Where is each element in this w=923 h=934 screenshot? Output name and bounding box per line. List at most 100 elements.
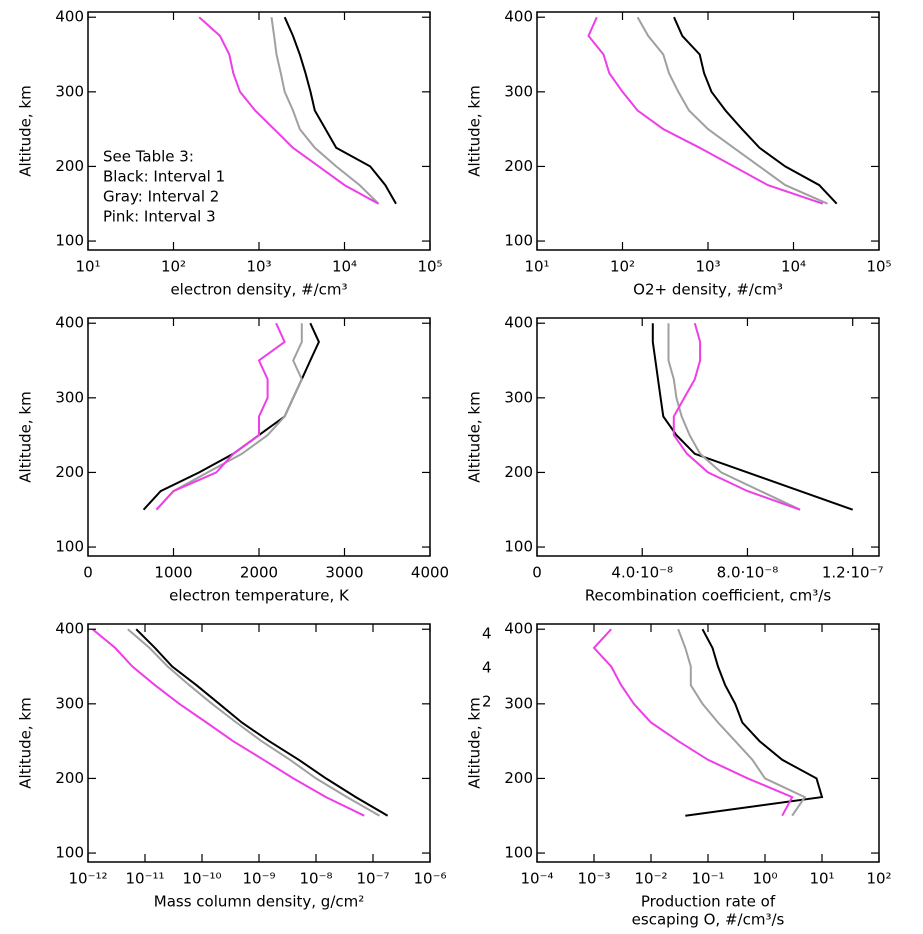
annotation: 4	[482, 659, 492, 677]
y-axis-label: Altitude, km	[17, 85, 35, 176]
profile-line	[636, 16, 828, 205]
x-axis-label: electron temperature, K	[169, 587, 350, 605]
profile-line	[142, 322, 321, 511]
y-axis-label: Altitude, km	[466, 85, 484, 176]
legend-entry: Black: Interval 1	[103, 168, 225, 186]
x-tick-label: 10⁻⁶	[413, 870, 446, 888]
profile-line	[91, 628, 365, 817]
y-tick-label: 200	[55, 769, 84, 787]
x-tick-label: 10⁻¹⁰	[182, 870, 221, 888]
annotation: 2	[482, 693, 492, 711]
y-tick-label: 200	[55, 463, 84, 481]
plot-frame	[536, 11, 880, 251]
x-tick-label: 10⁻¹¹	[125, 870, 164, 888]
x-axis-label: Mass column density, g/cm²	[154, 893, 365, 911]
x-axis-label: Production rate of	[641, 893, 776, 911]
x-tick-label: 10⁻³	[577, 870, 610, 888]
x-axis-label: Recombination coefficient, cm³/s	[585, 587, 832, 605]
y-tick-label: 400	[504, 620, 533, 638]
y-tick-label: 400	[55, 8, 84, 26]
x-tick-label: 10²	[161, 258, 186, 276]
x-tick-label: 8.0·10⁻⁸	[717, 564, 779, 582]
profile-line	[198, 16, 379, 205]
profile-line	[283, 16, 397, 205]
profile-line	[672, 322, 801, 511]
plot-frame	[536, 623, 880, 863]
x-tick-label: 10⁵	[417, 258, 442, 276]
plot-frame	[87, 623, 431, 863]
y-tick-label: 200	[504, 463, 533, 481]
profile-line	[127, 628, 380, 817]
y-axis-label: Altitude, km	[466, 391, 484, 482]
x-tick-label: 10⁴	[781, 258, 806, 276]
x-tick-label: 10¹	[75, 258, 100, 276]
y-tick-label: 400	[504, 314, 533, 332]
x-tick-label: 10⁻⁷	[356, 870, 389, 888]
x-tick-label: 10²	[610, 258, 635, 276]
y-tick-label: 100	[504, 538, 533, 556]
y-tick-label: 100	[504, 844, 533, 862]
y-axis-label: Altitude, km	[466, 697, 484, 788]
profile-line	[135, 628, 389, 817]
y-tick-label: 100	[55, 538, 84, 556]
profile-line	[651, 323, 854, 511]
y-tick-label: 100	[55, 232, 84, 250]
x-tick-label: 10⁰	[752, 870, 777, 888]
y-tick-label: 300	[55, 694, 84, 712]
x-tick-label: 10¹	[809, 870, 834, 888]
x-tick-label: 10⁻¹²	[68, 870, 107, 888]
profile-line	[677, 628, 807, 817]
legend-title: See Table 3:	[103, 148, 194, 166]
y-axis-label: Altitude, km	[17, 697, 35, 788]
x-tick-label: 4000	[411, 564, 449, 582]
x-axis-label: electron density, #/cm³	[170, 281, 347, 299]
x-axis-label: escaping O, #/cm³/s	[632, 911, 785, 929]
x-tick-label: 10⁻⁹	[242, 870, 275, 888]
x-tick-label: 10⁻²	[634, 870, 667, 888]
y-tick-label: 100	[504, 232, 533, 250]
profile-line	[270, 17, 380, 205]
x-tick-label: 1000	[154, 564, 192, 582]
x-tick-label: 3000	[325, 564, 363, 582]
profile-line	[673, 16, 838, 205]
y-tick-label: 300	[55, 82, 84, 100]
y-tick-label: 400	[55, 314, 84, 332]
y-tick-label: 300	[504, 82, 533, 100]
y-axis-label: Altitude, km	[17, 391, 35, 482]
profile-line	[155, 323, 303, 511]
profile-line	[587, 16, 824, 205]
x-tick-label: 10¹	[524, 258, 549, 276]
y-tick-label: 200	[504, 157, 533, 175]
profile-line	[667, 323, 801, 511]
plot-frame	[536, 317, 880, 557]
x-tick-label: 0	[532, 564, 542, 582]
x-tick-label: 4.0·10⁻⁸	[611, 564, 673, 582]
x-tick-label: 10²	[866, 870, 891, 888]
x-tick-label: 10⁴	[332, 258, 357, 276]
x-axis-label: O2+ density, #/cm³	[633, 281, 783, 299]
y-tick-label: 200	[504, 769, 533, 787]
x-tick-label: 10⁻¹	[691, 870, 724, 888]
y-tick-label: 300	[504, 694, 533, 712]
x-tick-label: 10⁻⁸	[299, 870, 332, 888]
y-tick-label: 200	[55, 157, 84, 175]
legend-entry: Pink: Interval 3	[103, 208, 216, 226]
x-tick-label: 10³	[695, 258, 720, 276]
y-tick-label: 300	[504, 388, 533, 406]
x-tick-label: 0	[83, 564, 93, 582]
y-tick-label: 300	[55, 388, 84, 406]
profile-line	[685, 628, 824, 817]
x-tick-label: 1.2·10⁻⁷	[822, 564, 884, 582]
annotation: 4	[482, 625, 492, 643]
x-tick-label: 2000	[240, 564, 278, 582]
plot-frame	[87, 317, 431, 557]
x-tick-label: 10³	[246, 258, 271, 276]
profile-line	[592, 628, 794, 817]
y-tick-label: 100	[55, 844, 84, 862]
profile-line	[155, 322, 286, 511]
y-tick-label: 400	[504, 8, 533, 26]
x-tick-label: 10⁵	[866, 258, 891, 276]
legend-entry: Gray: Interval 2	[103, 188, 219, 206]
x-tick-label: 10⁻⁴	[520, 870, 553, 888]
